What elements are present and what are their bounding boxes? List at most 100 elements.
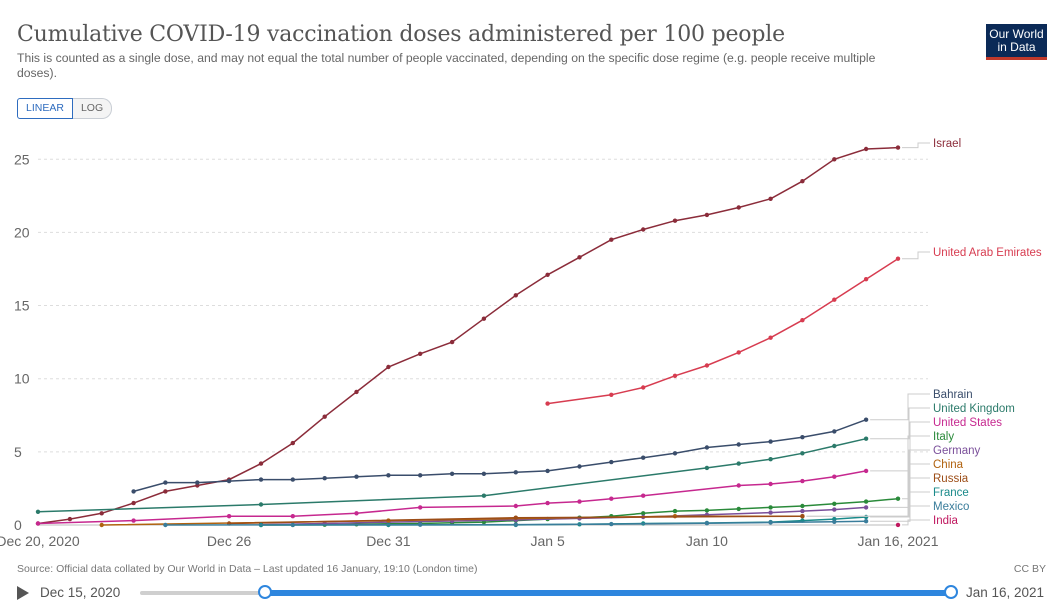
data-point <box>704 508 710 513</box>
legend-leader-line <box>870 491 930 518</box>
legend-leader-line <box>870 407 930 440</box>
data-point <box>577 255 582 260</box>
data-point <box>768 439 773 444</box>
data-point <box>895 256 901 261</box>
data-point <box>322 414 327 419</box>
data-point <box>768 510 773 515</box>
legend-leader-line <box>870 449 930 508</box>
chart-title: Cumulative COVID-19 vaccination doses ad… <box>17 22 785 47</box>
data-point <box>672 373 678 378</box>
data-point <box>35 521 41 526</box>
data-point <box>513 522 518 527</box>
y-tick-label: 5 <box>14 444 22 460</box>
timeline-end-label: Jan 16, 2021 <box>966 585 1045 600</box>
data-point <box>258 461 264 466</box>
x-tick-label: Jan 5 <box>531 533 565 549</box>
data-point <box>418 505 423 510</box>
timeline-start-handle[interactable] <box>258 585 272 599</box>
data-point <box>641 385 646 390</box>
data-point <box>800 318 805 323</box>
data-point <box>863 436 869 441</box>
data-point <box>800 451 805 456</box>
data-point <box>736 483 741 488</box>
legend-leader-line <box>870 505 930 522</box>
data-point <box>895 522 901 528</box>
data-point <box>863 277 869 282</box>
legend-leader-line <box>902 519 930 526</box>
data-point <box>832 443 837 449</box>
data-point <box>736 350 741 355</box>
data-point <box>832 474 837 479</box>
data-point <box>354 389 359 395</box>
data-point <box>609 496 614 501</box>
legend-leader-line <box>902 142 930 149</box>
data-point <box>354 511 359 516</box>
data-point <box>513 293 518 298</box>
data-point <box>131 518 136 523</box>
timeline-selected-range <box>265 590 951 596</box>
log-scale-button[interactable]: LOG <box>72 98 113 119</box>
data-point <box>290 514 295 519</box>
data-point <box>704 445 710 450</box>
data-point <box>863 514 869 520</box>
legend-label-united-arab-emirates: United Arab Emirates <box>933 247 1042 259</box>
series-line-united-states <box>37 470 867 525</box>
logo-line2: in Data <box>997 40 1036 54</box>
line-chart: 0 5 10 15 20 25 Dec 20, 2020 Dec 26 Dec 31 Jan 5 J… <box>0 138 1042 549</box>
data-point <box>895 145 901 150</box>
timeline-end-handle[interactable] <box>944 585 958 599</box>
data-point <box>768 505 773 510</box>
y-tick-label: 25 <box>14 151 30 167</box>
data-point <box>641 227 646 232</box>
data-point <box>131 489 136 494</box>
data-point <box>863 468 869 474</box>
data-point <box>67 516 73 522</box>
legend-label-india: India <box>933 515 959 527</box>
data-point <box>863 146 869 152</box>
legend-label-russia: Russia <box>933 473 969 485</box>
data-point <box>704 521 710 526</box>
data-point <box>832 157 837 162</box>
data-point <box>35 509 41 514</box>
data-point <box>449 471 455 476</box>
data-point <box>418 351 423 356</box>
data-point <box>195 480 200 485</box>
play-icon[interactable] <box>17 586 29 600</box>
data-point <box>736 506 741 512</box>
data-point <box>800 503 805 509</box>
data-point <box>704 212 710 218</box>
data-point <box>545 401 550 406</box>
data-point <box>863 417 869 422</box>
license-link[interactable]: CC BY <box>1013 563 1046 575</box>
linear-scale-button[interactable]: LINEAR <box>17 98 73 119</box>
data-point <box>704 465 710 471</box>
legend-label-italy: Italy <box>933 431 954 443</box>
data-point <box>354 474 359 479</box>
data-point <box>768 335 773 340</box>
series-line-israel <box>37 146 899 525</box>
data-point <box>641 511 646 516</box>
data-point <box>800 179 805 184</box>
legend-label-france: France <box>933 487 969 499</box>
data-point <box>800 478 805 484</box>
x-tick-label: Dec 20, 2020 <box>0 533 80 549</box>
x-tick-label: Dec 26 <box>207 533 252 549</box>
data-point <box>258 477 264 482</box>
data-point <box>800 508 805 514</box>
data-point <box>418 522 423 527</box>
timeline: Dec 15, 2020 Jan 16, 2021 <box>0 580 1060 603</box>
data-point <box>641 493 646 498</box>
scale-toggle: LINEAR LOG <box>17 98 113 119</box>
data-point <box>131 500 136 506</box>
data-point <box>513 470 518 475</box>
data-point <box>832 297 837 302</box>
data-point <box>704 363 710 368</box>
legend-label-united-kingdom: United Kingdom <box>933 403 1015 415</box>
owid-logo[interactable]: Our World in Data <box>986 24 1047 60</box>
data-point <box>672 508 678 514</box>
legend-leader-line <box>806 463 930 517</box>
data-point <box>481 316 487 321</box>
data-point <box>449 339 455 345</box>
source-note: Source: Official data collated by Our Wo… <box>17 563 478 575</box>
y-tick-label: 15 <box>14 298 30 314</box>
